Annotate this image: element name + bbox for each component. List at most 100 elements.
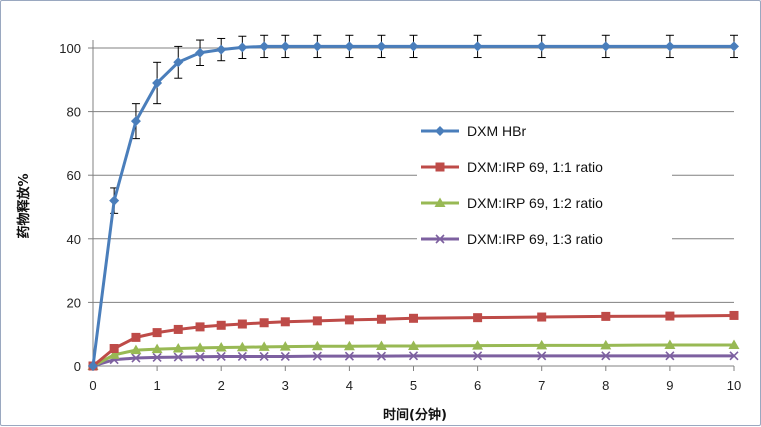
data-point bbox=[344, 315, 354, 325]
data-point bbox=[537, 312, 547, 322]
data-point bbox=[172, 343, 184, 353]
x-axis-title: 时间(分钟) bbox=[383, 407, 447, 423]
y-tick-label: 40 bbox=[67, 232, 81, 247]
legend-entry: DXM:IRP 69, 1:1 ratio bbox=[417, 155, 672, 179]
data-point bbox=[259, 318, 269, 328]
data-point bbox=[194, 342, 206, 352]
data-point bbox=[131, 332, 141, 342]
legend-label: DXM:IRP 69, 1:1 ratio bbox=[467, 159, 603, 175]
data-point bbox=[259, 351, 269, 362]
data-point bbox=[173, 324, 183, 334]
data-point bbox=[729, 310, 739, 320]
legend-entry-bg bbox=[417, 119, 672, 143]
data-point bbox=[173, 57, 184, 68]
y-axis-title: 药物释放% bbox=[16, 173, 32, 238]
data-point bbox=[664, 41, 675, 52]
data-point bbox=[237, 351, 247, 362]
data-point bbox=[664, 339, 676, 350]
data-point bbox=[408, 340, 419, 350]
data-point bbox=[311, 340, 323, 351]
x-tick-label: 4 bbox=[346, 378, 353, 393]
data-point bbox=[152, 77, 163, 88]
x-tick-label: 2 bbox=[218, 378, 225, 393]
legend-marker bbox=[435, 126, 445, 136]
legend-label: DXM:IRP 69, 1:3 ratio bbox=[467, 231, 603, 247]
data-point bbox=[376, 41, 387, 52]
data-point bbox=[152, 352, 162, 362]
data-point bbox=[108, 349, 120, 359]
legend-label: DXM:IRP 69, 1:2 ratio bbox=[467, 195, 603, 211]
data-point bbox=[151, 343, 163, 354]
y-tick-label: 0 bbox=[74, 359, 81, 374]
y-tick-label: 60 bbox=[67, 168, 81, 183]
data-point bbox=[376, 351, 387, 361]
y-tick-label: 100 bbox=[59, 41, 81, 56]
data-point bbox=[665, 351, 675, 361]
data-point bbox=[131, 353, 141, 363]
data-point bbox=[195, 322, 205, 332]
data-point bbox=[312, 316, 322, 326]
legend-entry: DXM HBr bbox=[417, 119, 672, 143]
data-point bbox=[130, 116, 141, 127]
data-point bbox=[537, 351, 547, 361]
data-point bbox=[408, 41, 419, 52]
data-point bbox=[536, 339, 548, 350]
data-point bbox=[344, 351, 354, 361]
x-tick-label: 6 bbox=[474, 378, 481, 393]
data-point bbox=[130, 344, 142, 355]
x-tick-label: 3 bbox=[282, 378, 289, 393]
data-point bbox=[88, 361, 98, 371]
data-point bbox=[472, 340, 484, 350]
x-tick-label: 7 bbox=[538, 378, 545, 393]
data-point bbox=[280, 317, 290, 327]
data-point bbox=[601, 351, 611, 361]
series-4 bbox=[88, 351, 739, 371]
x-tick-label: 1 bbox=[153, 378, 160, 393]
series-1 bbox=[88, 34, 739, 371]
data-point bbox=[536, 41, 547, 52]
x-tick-label: 0 bbox=[89, 378, 96, 393]
axes: 0 20 40 60 80 100 0 1 2 3 4 5 6 7 8 9 10 bbox=[59, 40, 741, 393]
y-tick-label: 20 bbox=[67, 295, 81, 310]
data-point bbox=[173, 352, 183, 362]
x-tick-label: 8 bbox=[602, 378, 609, 393]
data-point bbox=[280, 41, 291, 52]
legend: DXM HBr DXM:IRP 69, 1:1 ratio DXM:IRP 69, … bbox=[417, 119, 672, 251]
data-point bbox=[237, 42, 248, 53]
data-point bbox=[473, 351, 483, 361]
legend-entry: DXM:IRP 69, 1:2 ratio bbox=[417, 191, 672, 215]
data-point bbox=[728, 339, 740, 350]
data-point bbox=[109, 344, 119, 354]
series-group bbox=[87, 34, 740, 371]
data-point bbox=[195, 352, 205, 362]
data-point bbox=[375, 340, 387, 350]
data-point bbox=[216, 320, 226, 330]
data-point bbox=[258, 341, 270, 351]
data-point bbox=[280, 351, 290, 362]
data-point bbox=[729, 351, 739, 361]
data-point bbox=[237, 319, 247, 329]
legend-entry-bg bbox=[417, 191, 672, 215]
legend-entry-bg bbox=[417, 227, 672, 251]
data-point bbox=[473, 313, 483, 323]
x-tick-label: 5 bbox=[410, 378, 417, 393]
data-point bbox=[344, 41, 355, 52]
data-point bbox=[259, 41, 270, 52]
data-point bbox=[409, 313, 418, 323]
data-point bbox=[600, 41, 611, 52]
y-tick-label: 80 bbox=[67, 105, 81, 120]
data-point bbox=[376, 314, 386, 324]
data-point bbox=[601, 311, 611, 321]
data-point bbox=[472, 41, 483, 52]
x-tick-label: 9 bbox=[666, 378, 673, 393]
data-point bbox=[216, 351, 226, 362]
data-point bbox=[312, 41, 323, 52]
series-line bbox=[92, 354, 734, 368]
legend-entry: DXM:IRP 69, 1:3 ratio bbox=[417, 227, 672, 251]
data-point bbox=[729, 41, 739, 52]
data-point bbox=[279, 341, 291, 351]
data-point bbox=[195, 47, 206, 58]
data-point bbox=[600, 339, 612, 350]
